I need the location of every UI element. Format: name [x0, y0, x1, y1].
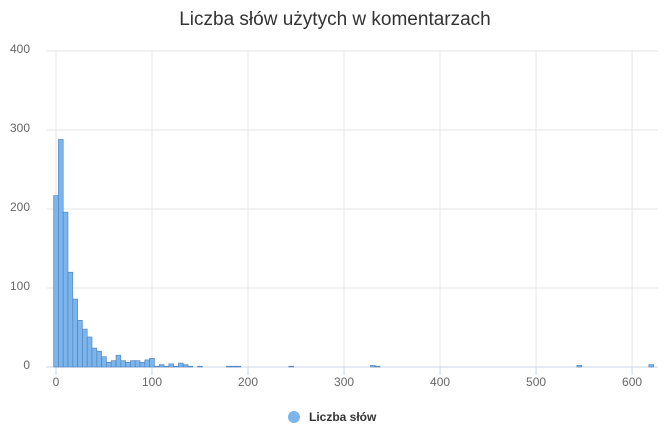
bar	[67, 271, 74, 368]
bar	[58, 139, 64, 368]
bar	[178, 362, 184, 368]
bar	[96, 350, 102, 368]
x-tick-label: 0	[53, 375, 60, 389]
bar	[72, 298, 78, 368]
bar	[154, 365, 160, 368]
bar	[115, 354, 122, 368]
y-tick-label: 0	[23, 358, 30, 372]
bar	[53, 195, 59, 368]
chart-title: Liczba słów użytych w komentarzach	[179, 9, 491, 30]
bar	[62, 211, 69, 368]
bar	[187, 365, 194, 368]
x-tick-label: 500	[526, 375, 546, 389]
bar	[77, 320, 83, 368]
bar	[144, 359, 150, 368]
bar	[163, 365, 170, 368]
bar	[173, 365, 179, 368]
bar	[149, 358, 155, 368]
bar	[370, 365, 376, 368]
bar	[158, 364, 165, 368]
bar	[197, 365, 203, 368]
bar	[120, 360, 126, 368]
y-tick-label: 100	[10, 279, 30, 293]
x-tick-label: 100	[142, 375, 162, 389]
bar	[648, 364, 654, 368]
y-tick-label: 400	[10, 42, 30, 56]
bar	[86, 336, 93, 368]
bar	[82, 328, 88, 368]
y-tick-label: 200	[10, 200, 30, 214]
bar	[125, 361, 131, 368]
legend-label[interactable]: Liczba słów	[309, 410, 377, 424]
bar	[235, 365, 242, 368]
bar	[576, 365, 582, 368]
bar	[110, 360, 117, 368]
y-tick-label: 300	[10, 121, 30, 135]
bar	[139, 361, 146, 368]
x-tick-label: 600	[622, 375, 642, 389]
x-tick-label: 200	[238, 375, 258, 389]
x-tick-label: 400	[430, 375, 450, 389]
bar	[230, 365, 237, 368]
legend-marker[interactable]	[288, 411, 300, 423]
bar	[374, 365, 381, 368]
bar	[134, 360, 141, 368]
bar	[101, 356, 107, 368]
bar	[288, 365, 294, 368]
bar	[106, 361, 112, 368]
bar	[182, 364, 189, 368]
bar	[130, 360, 136, 368]
x-tick-label: 300	[334, 375, 354, 389]
bar	[226, 365, 232, 368]
bar	[168, 363, 174, 368]
bar	[91, 347, 98, 368]
